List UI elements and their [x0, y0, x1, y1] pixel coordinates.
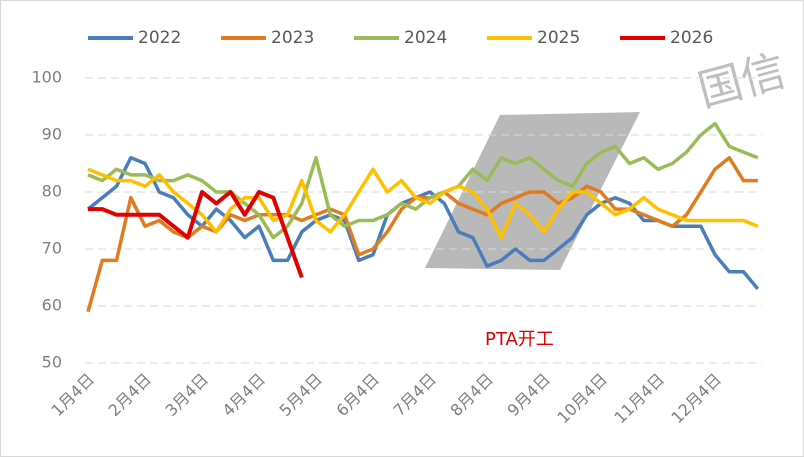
y-tick-label: 100: [31, 68, 62, 87]
line-series: [87, 167, 759, 240]
legend-label: 2026: [670, 28, 713, 48]
line-series: [86, 156, 758, 313]
y-tick-label: 60: [42, 296, 62, 315]
legend-label: 2023: [271, 28, 314, 48]
legend-label: 2024: [404, 28, 447, 48]
line-series: [87, 121, 759, 240]
annotation: PTA开工: [485, 329, 554, 350]
line-series: [88, 190, 304, 279]
line-series: [86, 156, 760, 291]
legend-label: 2022: [138, 28, 181, 48]
y-tick-label: 50: [42, 353, 62, 372]
y-tick-label: 90: [42, 125, 62, 144]
y-tick-label: 70: [42, 239, 62, 258]
y-tick-label: 80: [42, 182, 62, 201]
legend-label: 2025: [537, 28, 580, 48]
